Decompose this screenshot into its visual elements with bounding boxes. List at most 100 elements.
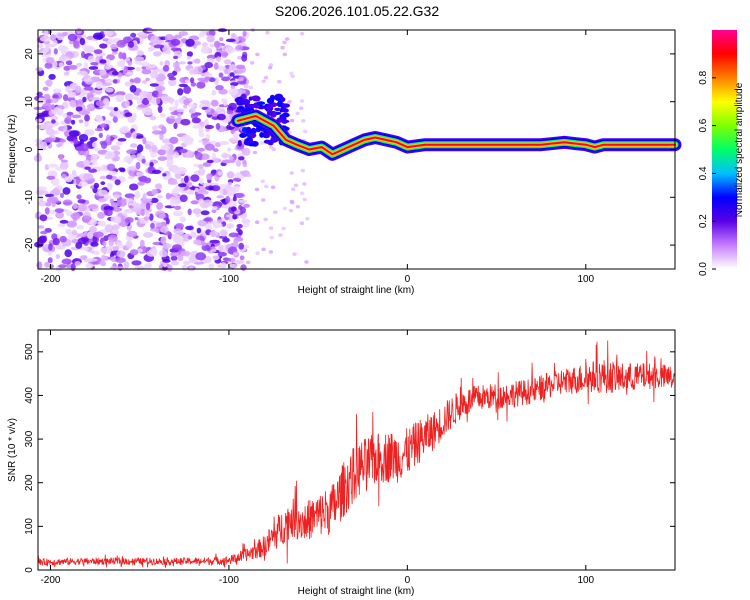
noise-blob	[104, 224, 114, 233]
noise-blob	[170, 111, 179, 116]
noise-blob	[48, 110, 53, 117]
colorbar-bar	[712, 30, 737, 269]
y-tick-label: 400	[24, 387, 35, 404]
noise-blob	[206, 159, 214, 164]
noise-blob	[216, 65, 227, 71]
noise-blob	[147, 94, 152, 102]
noise-blob	[64, 176, 73, 183]
noise-blob	[289, 199, 295, 204]
noise-blob	[87, 104, 92, 111]
noise-blob	[148, 166, 153, 172]
noise-blob	[265, 30, 270, 35]
noise-blob	[99, 59, 107, 64]
cluster-blob	[279, 114, 286, 119]
noise-blob	[269, 235, 274, 240]
noise-blob	[157, 105, 163, 114]
noise-blob	[45, 79, 53, 87]
noise-blob	[131, 131, 137, 140]
noise-blob	[238, 204, 243, 211]
noise-blob	[155, 97, 161, 105]
noise-blob	[61, 258, 72, 265]
noise-blob	[226, 223, 234, 229]
noise-blob	[289, 71, 294, 76]
noise-blob	[149, 83, 159, 87]
noise-blob	[191, 117, 201, 124]
noise-blob	[180, 118, 191, 126]
noise-blob	[129, 183, 139, 191]
noise-blob	[194, 58, 201, 64]
noise-blob	[175, 230, 184, 236]
noise-blob	[89, 137, 98, 142]
noise-blob	[59, 192, 65, 199]
noise-blob	[235, 159, 242, 167]
noise-blob	[285, 37, 290, 41]
noise-blob	[243, 203, 251, 208]
noise-blob	[229, 72, 235, 77]
y-tick-label: -10	[24, 190, 35, 205]
noise-blob	[181, 264, 188, 271]
noise-blob	[160, 225, 169, 233]
noise-blob	[200, 79, 209, 83]
noise-blob	[217, 252, 227, 257]
noise-blob	[239, 255, 245, 261]
noise-blob	[192, 208, 202, 215]
noise-blob	[45, 202, 52, 207]
noise-blob	[104, 156, 111, 160]
noise-blob	[77, 233, 88, 238]
noise-blob	[246, 260, 251, 265]
noise-blob	[149, 115, 157, 121]
noise-blob	[114, 179, 121, 186]
noise-blob	[65, 60, 73, 66]
noise-blob	[62, 31, 68, 36]
noise-blob	[198, 132, 205, 138]
noise-blob	[193, 239, 202, 245]
x-tick-label: -100	[219, 274, 239, 285]
noise-blob	[125, 240, 133, 249]
noise-blob	[168, 76, 177, 81]
noise-blob	[55, 254, 61, 259]
noise-blob	[63, 94, 69, 102]
noise-blob	[115, 91, 126, 96]
noise-blob	[268, 250, 274, 254]
noise-blob	[208, 263, 215, 270]
noise-blob	[255, 52, 260, 57]
noise-blob	[47, 163, 59, 168]
noise-blob	[52, 88, 62, 94]
noise-blob	[83, 75, 91, 79]
noise-blob	[93, 49, 103, 54]
noise-blob	[55, 244, 66, 250]
noise-blob	[267, 65, 273, 70]
noise-blob	[193, 163, 200, 167]
noise-blob	[88, 204, 98, 210]
noise-blob	[290, 74, 295, 79]
noise-blob	[193, 67, 198, 75]
noise-blob	[242, 163, 248, 168]
noise-blob	[58, 45, 69, 52]
noise-blob	[76, 70, 88, 76]
noise-blob	[140, 61, 150, 67]
ridge-band	[236, 115, 676, 156]
noise-blob	[137, 104, 148, 108]
noise-blob	[172, 152, 180, 159]
noise-blob	[70, 212, 81, 220]
noise-blob	[40, 230, 48, 235]
noise-blob	[205, 133, 211, 140]
noise-blob	[112, 246, 120, 251]
noise-blob	[99, 123, 107, 128]
noise-blob	[111, 71, 119, 76]
noise-blob	[80, 143, 89, 152]
noise-blob	[170, 47, 182, 51]
noise-blob	[136, 171, 144, 177]
noise-blob	[159, 61, 164, 66]
noise-blob	[143, 263, 151, 270]
noise-blob	[160, 95, 171, 102]
noise-blob	[125, 71, 134, 76]
noise-blob	[172, 62, 180, 69]
noise-blob	[302, 182, 307, 186]
noise-blob	[108, 170, 118, 176]
noise-blob	[178, 31, 189, 36]
noise-blob	[43, 93, 51, 101]
noise-blob	[158, 249, 168, 258]
